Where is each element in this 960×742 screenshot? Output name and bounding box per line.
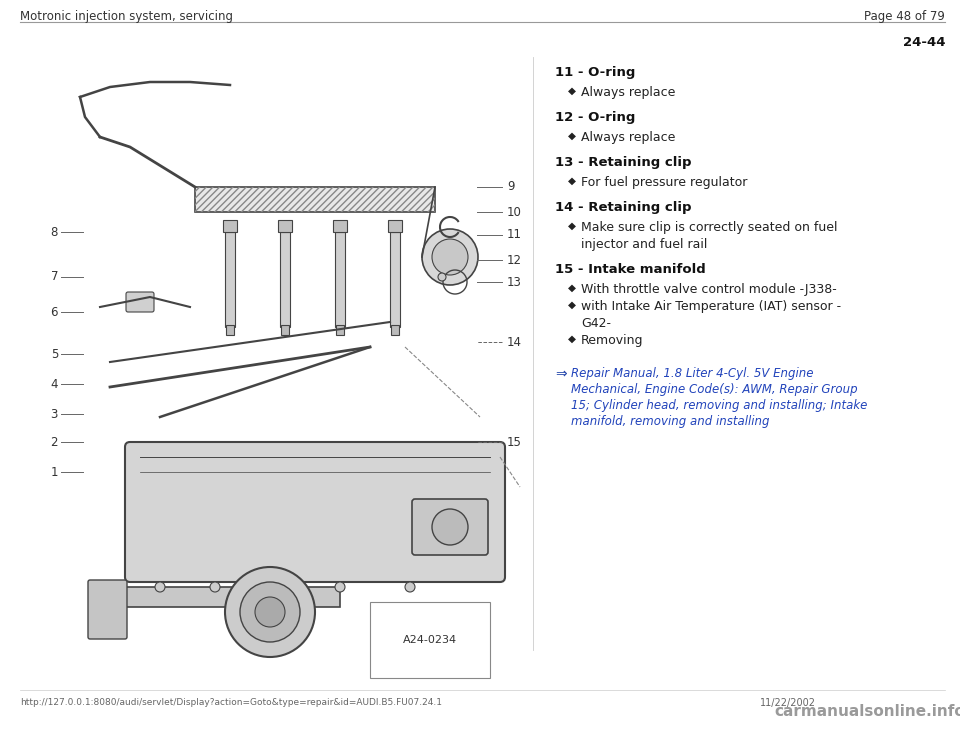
FancyBboxPatch shape [126, 292, 154, 312]
Text: 13 - Retaining clip: 13 - Retaining clip [555, 156, 691, 169]
Circle shape [155, 582, 165, 592]
Circle shape [432, 239, 468, 275]
Text: Motronic injection system, servicing: Motronic injection system, servicing [20, 10, 233, 23]
Text: With throttle valve control module -J338-: With throttle valve control module -J338… [581, 283, 837, 296]
FancyBboxPatch shape [125, 442, 505, 582]
Circle shape [210, 582, 220, 592]
Bar [391, 325, 399, 335]
Bar [335, 232, 345, 327]
Text: http://127.0.0.1:8080/audi/servlet/Display?action=Goto&type=repair&id=AUDI.B5.FU: http://127.0.0.1:8080/audi/servlet/Displ… [20, 698, 442, 707]
Text: manifold, removing and installing: manifold, removing and installing [571, 415, 770, 428]
Text: with Intake Air Temperature (IAT) sensor -: with Intake Air Temperature (IAT) sensor… [581, 300, 841, 313]
Text: carmanualsonline.info: carmanualsonline.info [775, 704, 960, 720]
Text: 14: 14 [507, 335, 522, 349]
Bar [333, 220, 347, 232]
Bar [388, 220, 402, 232]
Text: ◆: ◆ [568, 334, 576, 344]
Text: 10: 10 [507, 206, 522, 218]
Text: 12 - O-ring: 12 - O-ring [555, 111, 636, 124]
Text: ◆: ◆ [568, 221, 576, 231]
Text: 7: 7 [51, 271, 58, 283]
Circle shape [225, 567, 315, 657]
Circle shape [432, 509, 468, 545]
Bar [223, 220, 237, 232]
Text: 11: 11 [507, 229, 522, 241]
Bar [390, 232, 400, 327]
Text: 12: 12 [507, 254, 522, 266]
Text: 4: 4 [51, 378, 58, 390]
FancyBboxPatch shape [110, 587, 340, 607]
Bar [225, 232, 235, 327]
FancyBboxPatch shape [195, 187, 435, 212]
Text: Always replace: Always replace [581, 86, 676, 99]
Text: 24-44: 24-44 [902, 36, 945, 49]
Text: ◆: ◆ [568, 300, 576, 310]
Text: ◆: ◆ [568, 283, 576, 293]
Text: 11/22/2002: 11/22/2002 [760, 698, 816, 708]
Bar [281, 325, 289, 335]
Text: For fuel pressure regulator: For fuel pressure regulator [581, 176, 748, 189]
Bar [226, 325, 234, 335]
Text: Removing: Removing [581, 334, 643, 347]
Bar [278, 220, 292, 232]
Text: Make sure clip is correctly seated on fuel: Make sure clip is correctly seated on fu… [581, 221, 837, 234]
Text: 9: 9 [507, 180, 515, 194]
Circle shape [240, 582, 300, 642]
Circle shape [422, 229, 478, 285]
FancyBboxPatch shape [88, 580, 127, 639]
Text: 3: 3 [51, 407, 58, 421]
Text: 15; Cylinder head, removing and installing; Intake: 15; Cylinder head, removing and installi… [571, 399, 868, 412]
Circle shape [255, 597, 285, 627]
Text: 13: 13 [507, 275, 522, 289]
Text: 5: 5 [51, 347, 58, 361]
Text: G42-: G42- [581, 317, 611, 330]
Text: Page 48 of 79: Page 48 of 79 [864, 10, 945, 23]
Text: 8: 8 [51, 226, 58, 238]
Text: ⇒: ⇒ [555, 367, 566, 381]
Text: Mechanical, Engine Code(s): AWM, Repair Group: Mechanical, Engine Code(s): AWM, Repair … [571, 383, 857, 396]
Text: ◆: ◆ [568, 131, 576, 141]
Circle shape [438, 273, 446, 281]
Text: 11 - O-ring: 11 - O-ring [555, 66, 636, 79]
Bar [280, 232, 290, 327]
Text: A24-0234: A24-0234 [403, 635, 457, 645]
Text: 15: 15 [507, 436, 522, 448]
Text: 15 - Intake manifold: 15 - Intake manifold [555, 263, 706, 276]
Text: 1: 1 [51, 465, 58, 479]
Text: 6: 6 [51, 306, 58, 318]
Text: Repair Manual, 1.8 Liter 4-Cyl. 5V Engine: Repair Manual, 1.8 Liter 4-Cyl. 5V Engin… [571, 367, 813, 380]
FancyBboxPatch shape [412, 499, 488, 555]
Text: ◆: ◆ [568, 176, 576, 186]
Text: injector and fuel rail: injector and fuel rail [581, 238, 708, 251]
Text: 14 - Retaining clip: 14 - Retaining clip [555, 201, 691, 214]
Text: ◆: ◆ [568, 86, 576, 96]
Circle shape [405, 582, 415, 592]
Bar [336, 325, 344, 335]
Text: 2: 2 [51, 436, 58, 448]
Circle shape [335, 582, 345, 592]
Text: Always replace: Always replace [581, 131, 676, 144]
